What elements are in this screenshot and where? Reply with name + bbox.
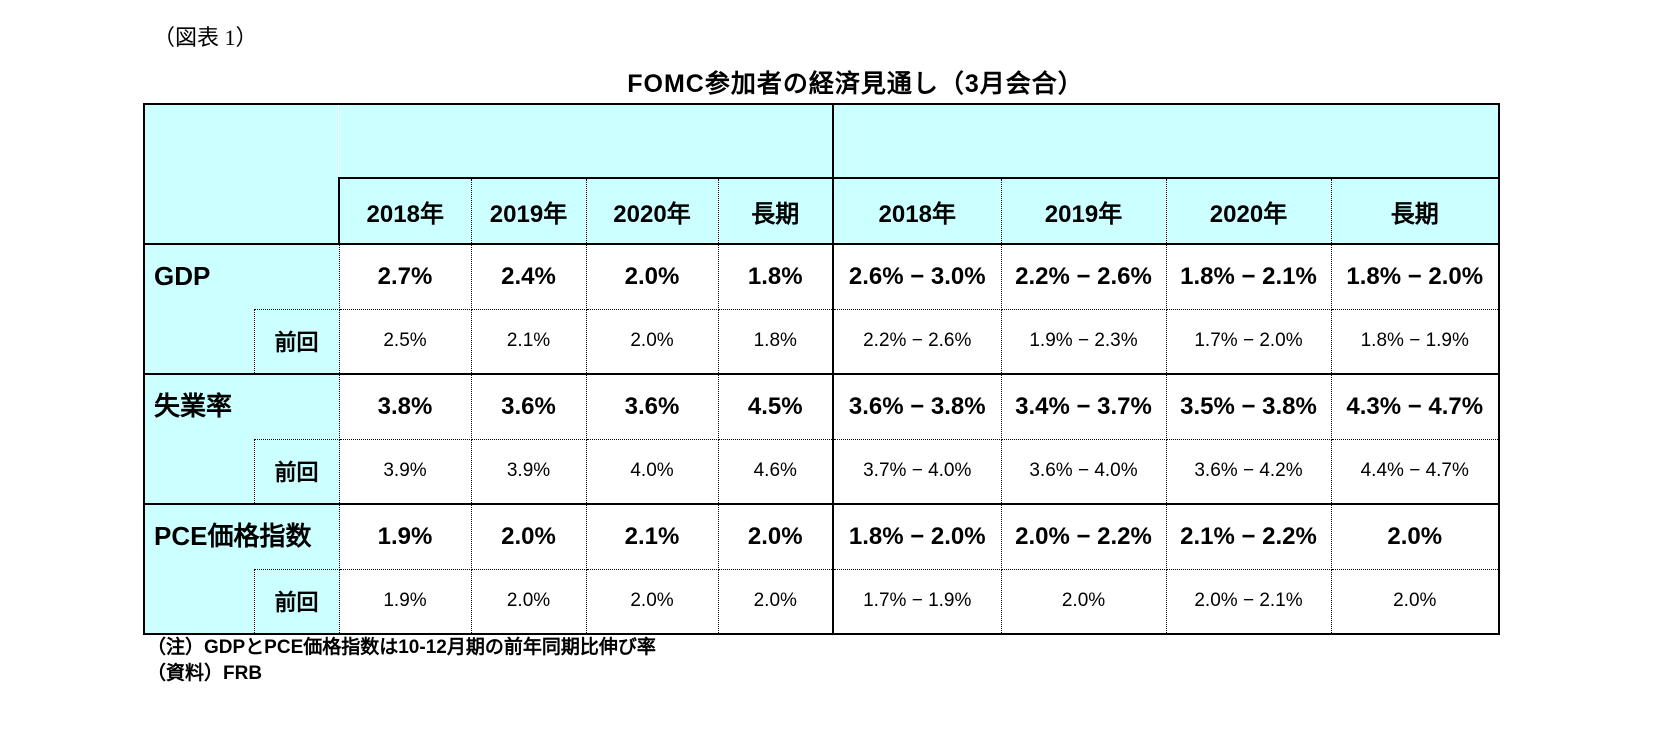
unemp-prev-range-2020: 3.6% − 4.2% (1165, 438, 1332, 505)
table-title: FOMC参加者の経済見通し（3月会合） (627, 70, 1084, 98)
pce-range-2018: 1.8% − 2.0% (832, 503, 1002, 570)
gdp-sublabel-spacer (254, 243, 340, 310)
header-left-longrun: 長期 (717, 177, 834, 245)
header-group-right (832, 103, 1500, 179)
gdp-range-longrun: 1.8% − 2.0% (1330, 243, 1500, 310)
row-pce-previous: 前回 1.9% 2.0% 2.0% 2.0% 1.7% − 1.9% 2.0% … (144, 568, 1500, 635)
header-right-longrun: 長期 (1330, 177, 1500, 245)
gdp-prev-median-2020: 2.0% (585, 308, 719, 375)
unemp-prev-range-2018: 3.7% − 4.0% (832, 438, 1002, 505)
pce-prev-range-2019: 2.0% (1000, 568, 1167, 635)
unemp-median-2018: 3.8% (338, 373, 472, 440)
unemp-median-longrun: 4.5% (717, 373, 834, 440)
pce-prev-range-2018: 1.7% − 1.9% (832, 568, 1002, 635)
row-gdp: GDP 2.7% 2.4% 2.0% 1.8% 2.6% − 3.0% 2.2%… (143, 243, 1500, 375)
gdp-median-2019: 2.4% (470, 243, 587, 310)
gdp-prev-range-longrun: 1.8% − 1.9% (1330, 308, 1500, 375)
unemp-prev-median-2019: 3.9% (470, 438, 587, 505)
row-gdp-previous: 前回 2.5% 2.1% 2.0% 1.8% 2.2% − 2.6% 1.9% … (144, 308, 1500, 375)
figure-label: （図表 1） (153, 25, 258, 50)
header-left-2019: 2019年 (470, 177, 587, 245)
pce-prev-range-longrun: 2.0% (1330, 568, 1500, 635)
pce-range-2019: 2.0% − 2.2% (1000, 503, 1167, 570)
pce-range-2020: 2.1% − 2.2% (1165, 503, 1332, 570)
gdp-prev-median-longrun: 1.8% (717, 308, 834, 375)
note-source: （資料）FRB (147, 663, 263, 684)
pce-prev-median-2018: 1.9% (338, 568, 472, 635)
pce-prev-range-2020: 2.0% − 2.1% (1165, 568, 1332, 635)
pce-median-longrun: 2.0% (717, 503, 834, 570)
fomc-projections-table: 2018年 2019年 2020年 長期 2018年 2019年 2020年 長… (143, 103, 1500, 635)
note-definition: （注）GDPとPCE価格指数は10-12月期の前年同期比伸び率 (147, 637, 656, 658)
pce-prev-median-2019: 2.0% (470, 568, 587, 635)
gdp-prev-median-2019: 2.1% (470, 308, 587, 375)
unemp-median-2020: 3.6% (585, 373, 719, 440)
header-group-left (339, 103, 834, 179)
gdp-median-longrun: 1.8% (717, 243, 834, 310)
pce-range-longrun: 2.0% (1330, 503, 1500, 570)
header-left-2018: 2018年 (338, 177, 472, 245)
gdp-prev-range-2019: 1.9% − 2.3% (1000, 308, 1167, 375)
unemp-sublabel-spacer (254, 373, 340, 440)
row-unemployment: 失業率 3.8% 3.6% 3.6% 4.5% 3.6% − 3.8% 3.4%… (143, 373, 1500, 505)
gdp-prev-range-2020: 1.7% − 2.0% (1165, 308, 1332, 375)
row-pce: PCE価格指数 1.9% 2.0% 2.1% 2.0% 1.8% − 2.0% … (143, 503, 1500, 635)
header-right-2018: 2018年 (832, 177, 1002, 245)
unemp-prev-range-longrun: 4.4% − 4.7% (1330, 438, 1500, 505)
pce-median-2020: 2.1% (585, 503, 719, 570)
unemp-previous-label: 前回 (253, 438, 340, 505)
unemp-range-longrun: 4.3% − 4.7% (1330, 373, 1500, 440)
unemp-range-2019: 3.4% − 3.7% (1000, 373, 1167, 440)
header-corner-cell (143, 103, 339, 245)
gdp-prev-range-2018: 2.2% − 2.6% (832, 308, 1002, 375)
unemp-prev-range-2019: 3.6% − 4.0% (1000, 438, 1167, 505)
gdp-range-2018: 2.6% − 3.0% (832, 243, 1002, 310)
gdp-range-2019: 2.2% − 2.6% (1000, 243, 1167, 310)
footnotes: （注）GDPとPCE価格指数は10-12月期の前年同期比伸び率 （資料）FRB (147, 635, 656, 687)
pce-sublabel-spacer (254, 503, 340, 570)
header-band-row (143, 103, 1500, 245)
pce-prev-median-2020: 2.0% (585, 568, 719, 635)
gdp-prev-median-2018: 2.5% (338, 308, 472, 375)
row-label-gdp: GDP (143, 243, 254, 375)
header-right-2020: 2020年 (1165, 177, 1332, 245)
pce-previous-label: 前回 (253, 568, 340, 635)
pce-prev-median-longrun: 2.0% (717, 568, 834, 635)
year-header-row: 2018年 2019年 2020年 長期 2018年 2019年 2020年 長… (144, 177, 1500, 245)
unemp-prev-median-longrun: 4.6% (717, 438, 834, 505)
unemp-range-2018: 3.6% − 3.8% (832, 373, 1002, 440)
header-right-2019: 2019年 (1000, 177, 1167, 245)
pce-median-2018: 1.9% (338, 503, 472, 570)
unemp-median-2019: 3.6% (470, 373, 587, 440)
gdp-previous-label: 前回 (253, 308, 340, 375)
gdp-median-2020: 2.0% (585, 243, 719, 310)
row-unemployment-previous: 前回 3.9% 3.9% 4.0% 4.6% 3.7% − 4.0% 3.6% … (144, 438, 1500, 505)
row-label-pce: PCE価格指数 (143, 503, 311, 635)
gdp-median-2018: 2.7% (338, 243, 472, 310)
gdp-range-2020: 1.8% − 2.1% (1165, 243, 1332, 310)
header-left-2020: 2020年 (585, 177, 719, 245)
unemp-range-2020: 3.5% − 3.8% (1165, 373, 1332, 440)
row-label-unemployment: 失業率 (143, 373, 254, 505)
pce-median-2019: 2.0% (470, 503, 587, 570)
unemp-prev-median-2020: 4.0% (585, 438, 719, 505)
unemp-prev-median-2018: 3.9% (338, 438, 472, 505)
